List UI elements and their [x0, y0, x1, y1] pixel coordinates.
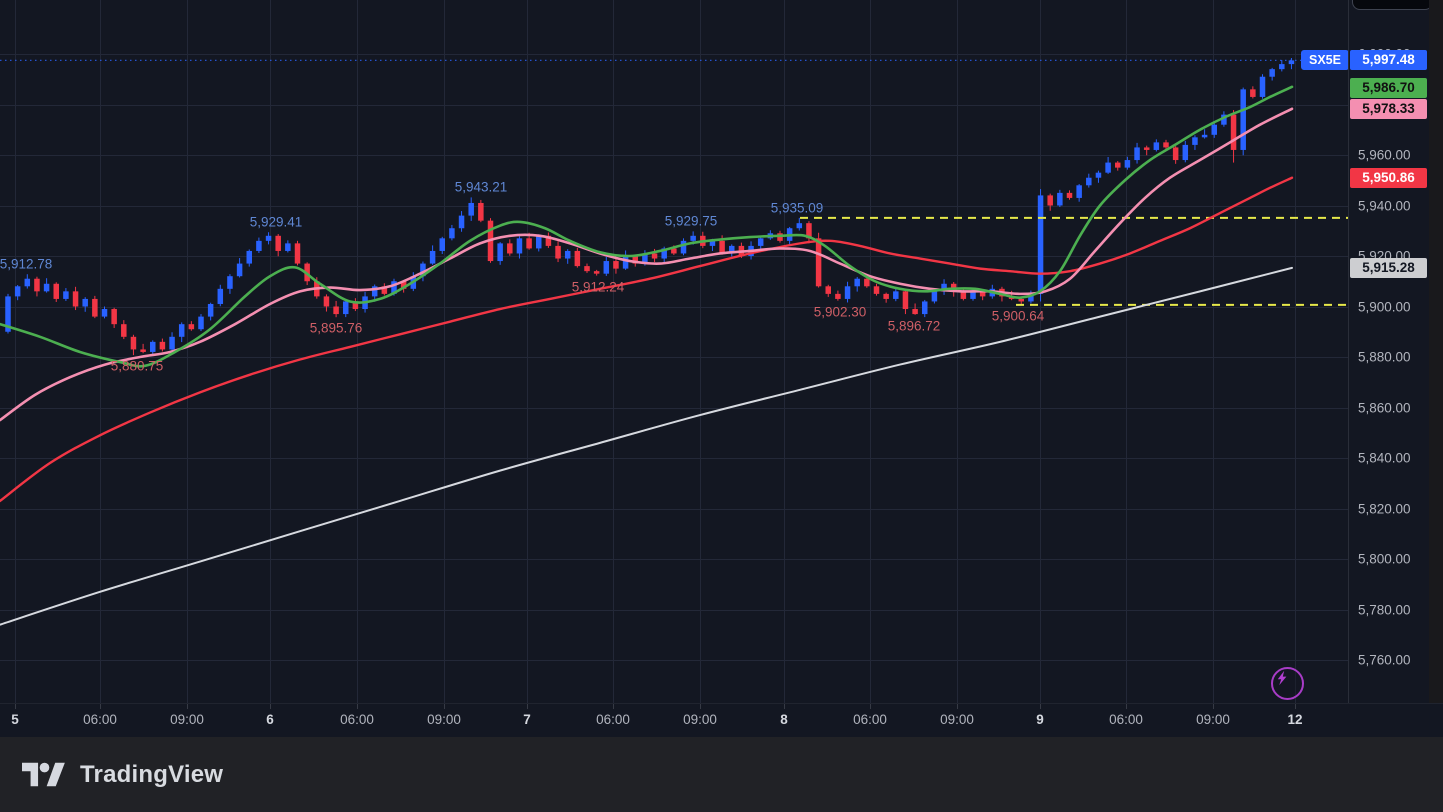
time-tick-label: 5	[11, 712, 19, 727]
price-tick-label: 5,960.00	[1358, 147, 1411, 163]
time-tick-label: 9	[1036, 712, 1044, 727]
time-tick-label: 09:00	[940, 712, 974, 727]
time-tick-mark	[957, 704, 958, 709]
time-tick-mark	[100, 704, 101, 709]
price-tick-label: 5,780.00	[1358, 602, 1411, 617]
ma-mid-pink	[0, 107, 1294, 422]
tradingview-brand-text[interactable]: TradingView	[80, 760, 224, 788]
price-chart-pane[interactable]: SX5E 5,912.78 5,880.75 5,929.41 5,895.76 5,9…	[0, 0, 1348, 703]
time-tick-mark	[444, 704, 445, 709]
price-tick-label: 5,820.00	[1358, 501, 1411, 516]
price-tick-label: 5,840.00	[1358, 450, 1411, 466]
time-tick-label: 06:00	[1109, 712, 1143, 727]
time-tick-label: 06:00	[340, 712, 374, 727]
time-tick-label: 06:00	[596, 712, 630, 727]
time-axis[interactable]: 5 06:00 09:00 6 06:00 09:00 7 06:00 09:00 8 06:00 0…	[0, 703, 1443, 737]
tradingview-logo[interactable]	[22, 758, 67, 791]
time-tick-mark	[1126, 704, 1127, 709]
lightning-button[interactable]	[1271, 667, 1304, 700]
time-tick-mark	[700, 704, 701, 709]
time-tick-mark	[1213, 704, 1214, 709]
price-badge: 5,915.28	[1350, 257, 1427, 278]
time-tick-label: 09:00	[427, 712, 461, 727]
time-tick-label: 7	[523, 712, 531, 727]
time-tick-mark	[1295, 704, 1296, 709]
symbol-label-chip[interactable]: SX5E	[1301, 50, 1348, 71]
price-tick-label: 5,800.00	[1358, 551, 1411, 567]
time-tick-label: 06:00	[853, 712, 887, 727]
time-tick-mark	[357, 704, 358, 709]
candlestick-chart	[0, 0, 1348, 703]
price-tick-label: 5,880.00	[1358, 349, 1411, 365]
time-tick-label: 09:00	[1196, 712, 1230, 727]
time-tick-mark	[613, 704, 614, 709]
right-edge-strip	[1429, 0, 1443, 737]
countdown-badge	[1352, 0, 1433, 10]
ma-long-white	[0, 266, 1293, 626]
price-badge: 5,978.33	[1350, 98, 1427, 119]
time-tick-mark	[784, 704, 785, 709]
time-tick-label: 12	[1287, 712, 1303, 727]
price-badge: 5,997.48	[1350, 50, 1427, 71]
time-tick-mark	[187, 704, 188, 709]
time-tick-mark	[527, 704, 528, 709]
ma-fast-green	[0, 85, 1294, 368]
footer-bar: TradingView	[0, 737, 1443, 812]
time-tick-label: 09:00	[683, 712, 717, 727]
time-tick-label: 6	[266, 712, 274, 727]
time-tick-label: 09:00	[170, 712, 204, 727]
price-axis[interactable]: 6,000.005,960.005,940.005,920.005,900.00…	[1348, 0, 1443, 737]
time-tick-mark	[870, 704, 871, 709]
grid-lines	[0, 0, 1348, 703]
time-tick-mark	[15, 704, 16, 709]
price-tick-label: 5,760.00	[1358, 652, 1411, 668]
tradingview-logo-icon	[22, 762, 65, 787]
price-tick-label: 5,860.00	[1358, 400, 1411, 415]
time-tick-mark	[1040, 704, 1041, 709]
price-badge: 5,950.86	[1350, 168, 1427, 189]
time-tick-label: 8	[780, 712, 788, 727]
price-tick-label: 5,900.00	[1358, 299, 1411, 314]
lightning-bolt-icon	[1277, 670, 1287, 686]
price-badge: 5,986.70	[1350, 77, 1427, 98]
time-tick-mark	[270, 704, 271, 709]
price-tick-label: 5,940.00	[1358, 198, 1411, 213]
time-tick-label: 06:00	[83, 712, 117, 727]
